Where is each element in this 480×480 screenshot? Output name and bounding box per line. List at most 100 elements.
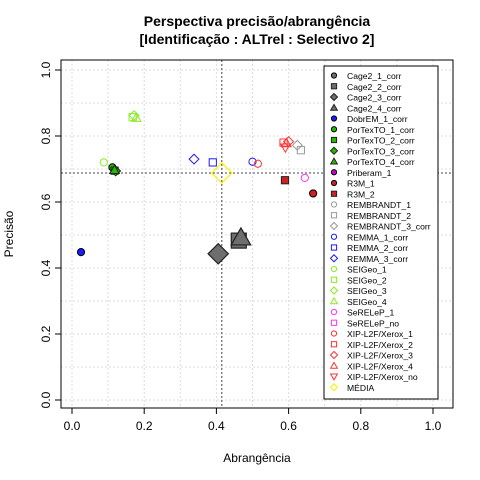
legend-marker xyxy=(330,126,338,133)
legend-marker xyxy=(330,330,338,337)
legend-label: MÉDIA xyxy=(347,383,374,393)
data-point xyxy=(279,143,291,154)
legend-label: Cage2_4_corr xyxy=(347,103,402,113)
data-point xyxy=(76,248,86,257)
chart-title: Perspectiva precisão/abrangência xyxy=(144,13,371,29)
legend-marker xyxy=(330,169,338,176)
data-point xyxy=(188,153,200,165)
legend-label: REMMA_2_corr xyxy=(347,243,408,253)
legend-label: DobrEM_1_corr xyxy=(347,114,408,124)
legend-label: REMBRANDT_1 xyxy=(347,200,411,210)
legend-marker xyxy=(329,373,339,381)
legend-label: PorTexTO_3_corr xyxy=(347,146,415,156)
data-point xyxy=(109,164,121,174)
data-point xyxy=(280,137,292,148)
x-tick-label: 0.4 xyxy=(208,419,225,433)
x-tick-label: 0.8 xyxy=(352,419,369,433)
legend-label: Cage2_3_corr xyxy=(347,93,402,103)
reference-lines xyxy=(61,60,453,408)
legend-marker xyxy=(330,319,338,326)
data-point xyxy=(207,242,230,265)
legend-label: XIP-L2F/Xerox_4 xyxy=(347,361,413,371)
legend-marker xyxy=(329,146,339,155)
legend-marker xyxy=(330,72,338,79)
legend-marker xyxy=(329,92,339,102)
y-tick-label: 0.4 xyxy=(39,259,53,276)
x-tick-label: 0.0 xyxy=(64,419,81,433)
legend-marker xyxy=(330,265,338,273)
y-tick-label: 0.2 xyxy=(39,325,53,342)
chart-subtitle: [Identificação : ALTrel : Selectivo 2] xyxy=(140,31,375,47)
legend-marker xyxy=(330,115,338,122)
x-axis-label: Abrangência xyxy=(223,451,291,465)
legend-label: XIP-L2F/Xerox_3 xyxy=(347,351,413,361)
data-point xyxy=(208,158,217,167)
legend-label: SEIGeo_1 xyxy=(347,265,387,275)
data-point xyxy=(300,173,309,183)
legend-label: REMBRANDT_3_corr xyxy=(347,222,431,232)
legend-label: XIP-L2F/Xerox_2 xyxy=(347,340,413,350)
data-point xyxy=(248,157,257,166)
legend-marker xyxy=(330,201,338,208)
legend-box xyxy=(323,65,439,400)
legend-label: R3M_1 xyxy=(347,179,375,189)
data-point xyxy=(296,146,305,155)
y-tick-label: 0.8 xyxy=(39,127,53,144)
legend-label: REMBRANDT_2 xyxy=(347,211,411,221)
legend-label: SEIGeo_2 xyxy=(347,275,387,285)
legend-marker xyxy=(329,221,339,231)
data-points xyxy=(76,109,318,265)
legend-label: SEIGeo_3 xyxy=(347,286,387,296)
legend-label: REMMA_3_corr xyxy=(347,254,408,264)
data-point xyxy=(99,158,108,167)
legend-marker xyxy=(330,244,338,251)
legend-marker xyxy=(330,83,338,90)
data-point xyxy=(128,113,137,122)
legend-marker xyxy=(330,212,338,219)
legend-label: PorTexTO_4_corr xyxy=(347,157,415,167)
legend-marker xyxy=(329,286,339,295)
y-tick-label: 0.6 xyxy=(39,193,53,210)
x-tick-label: 0.2 xyxy=(136,419,153,433)
legend-marker xyxy=(330,190,338,197)
legend-marker xyxy=(329,361,339,369)
legend-marker xyxy=(330,341,338,348)
y-axis-label: Precisão xyxy=(2,210,16,257)
legend-label: PorTexTO_2_corr xyxy=(347,136,415,146)
data-point xyxy=(130,112,142,122)
legend-label: XIP-L2F/Xerox_no xyxy=(347,372,418,382)
legend-marker xyxy=(329,296,339,305)
legend-label: SeRELeP_1 xyxy=(347,308,395,318)
legend-marker xyxy=(330,233,338,240)
x-tick-label: 1.0 xyxy=(425,419,442,433)
data-point xyxy=(279,138,288,147)
legend-label: Cage2_2_corr xyxy=(347,82,402,92)
legend-label: R3M_2 xyxy=(347,189,375,199)
data-point xyxy=(230,226,252,246)
legend-label: Cage2_1_corr xyxy=(347,71,402,81)
data-point xyxy=(309,189,318,198)
plot-border xyxy=(60,59,454,409)
legend-marker xyxy=(329,254,339,263)
legend-label: PorTexTO_1_corr xyxy=(347,125,415,135)
legend-marker xyxy=(329,350,339,360)
y-axis: 0.0 0.2 0.4 0.6 0.8 1.0 xyxy=(39,61,61,408)
y-tick-label: 1.0 xyxy=(39,61,53,78)
legend-label: REMMA_1_corr xyxy=(347,232,408,242)
legend-label: XIP-L2F/Xerox_1 xyxy=(347,329,413,339)
legend-label: SeRELeP_no xyxy=(347,318,399,328)
legend-marker xyxy=(330,136,338,144)
data-point xyxy=(128,109,140,122)
legend-marker xyxy=(330,308,338,316)
legend-marker xyxy=(329,157,339,165)
x-tick-label: 0.6 xyxy=(280,419,297,433)
legend-marker xyxy=(330,179,338,187)
legend-marker xyxy=(329,383,339,392)
legend: Cage2_1_corrCage2_2_corrCage2_3_corrCage… xyxy=(323,65,439,400)
legend-marker xyxy=(330,276,338,283)
x-axis: 0.0 0.2 0.4 0.6 0.8 1.0 xyxy=(64,408,442,433)
y-tick-label: 0.0 xyxy=(39,391,53,408)
data-point xyxy=(253,159,263,168)
data-point xyxy=(280,176,290,185)
